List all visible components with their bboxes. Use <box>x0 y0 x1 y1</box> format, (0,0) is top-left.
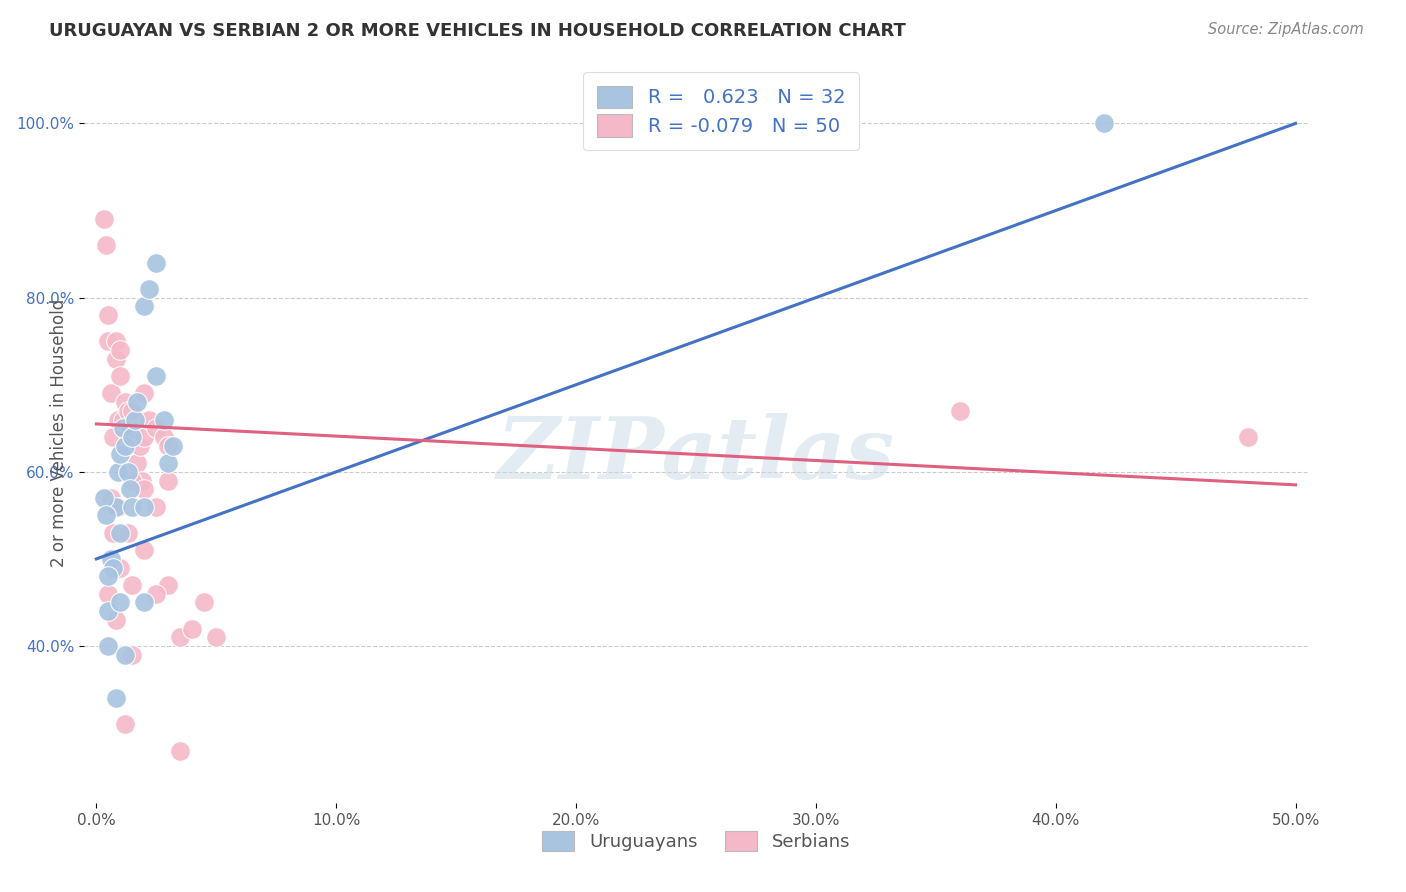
Point <box>121 648 143 662</box>
Point <box>117 525 139 540</box>
Point <box>97 587 120 601</box>
Point <box>121 404 143 418</box>
Point <box>193 595 215 609</box>
Point <box>205 630 228 644</box>
Text: ZIPatlas: ZIPatlas <box>496 413 896 497</box>
Point <box>134 543 156 558</box>
Point <box>97 569 120 583</box>
Point <box>134 595 156 609</box>
Text: URUGUAYAN VS SERBIAN 2 OR MORE VEHICLES IN HOUSEHOLD CORRELATION CHART: URUGUAYAN VS SERBIAN 2 OR MORE VEHICLES … <box>49 22 905 40</box>
Point <box>100 386 122 401</box>
Point <box>134 299 156 313</box>
Point <box>138 412 160 426</box>
Point <box>93 491 115 505</box>
Point <box>121 578 143 592</box>
Point <box>110 343 132 357</box>
Point <box>127 456 149 470</box>
Point <box>145 369 167 384</box>
Point <box>104 500 127 514</box>
Point <box>118 482 141 496</box>
Point <box>114 395 136 409</box>
Point <box>145 587 167 601</box>
Point <box>107 465 129 479</box>
Point <box>107 500 129 514</box>
Point <box>107 412 129 426</box>
Point <box>127 395 149 409</box>
Point <box>97 604 120 618</box>
Point <box>138 282 160 296</box>
Point <box>101 525 124 540</box>
Point <box>110 595 132 609</box>
Point <box>157 474 180 488</box>
Point <box>94 238 117 252</box>
Point <box>124 430 146 444</box>
Point <box>111 421 134 435</box>
Point <box>114 439 136 453</box>
Point <box>134 500 156 514</box>
Point <box>114 648 136 662</box>
Point <box>110 447 132 461</box>
Point <box>157 439 180 453</box>
Point <box>110 560 132 574</box>
Point <box>157 578 180 592</box>
Point <box>157 456 180 470</box>
Point <box>121 430 143 444</box>
Point <box>101 430 124 444</box>
Point <box>114 717 136 731</box>
Point <box>152 412 174 426</box>
Point <box>169 630 191 644</box>
Point <box>145 421 167 435</box>
Point <box>100 552 122 566</box>
Legend: Uruguayans, Serbians: Uruguayans, Serbians <box>533 822 859 861</box>
Point <box>104 334 127 348</box>
Point <box>949 404 972 418</box>
Point <box>117 465 139 479</box>
Point <box>117 404 139 418</box>
Point <box>181 622 204 636</box>
Point <box>1236 430 1258 444</box>
Point <box>111 412 134 426</box>
Point <box>94 508 117 523</box>
Point <box>124 412 146 426</box>
Point <box>97 639 120 653</box>
Point <box>97 308 120 322</box>
Point <box>145 500 167 514</box>
Point <box>97 334 120 348</box>
Point <box>104 351 127 366</box>
Point <box>169 743 191 757</box>
Text: Source: ZipAtlas.com: Source: ZipAtlas.com <box>1208 22 1364 37</box>
Point <box>104 691 127 706</box>
Point <box>134 386 156 401</box>
Point <box>110 369 132 384</box>
Point <box>145 256 167 270</box>
Point <box>93 212 115 227</box>
Point <box>104 613 127 627</box>
Point <box>134 430 156 444</box>
Point <box>101 560 124 574</box>
Point <box>131 474 153 488</box>
Point <box>118 421 141 435</box>
Point <box>121 474 143 488</box>
Point <box>110 525 132 540</box>
Point <box>128 439 150 453</box>
Point <box>134 482 156 496</box>
Y-axis label: 2 or more Vehicles in Household: 2 or more Vehicles in Household <box>49 299 67 566</box>
Point <box>1092 116 1115 130</box>
Point <box>152 430 174 444</box>
Point <box>100 491 122 505</box>
Point <box>162 439 184 453</box>
Point <box>121 500 143 514</box>
